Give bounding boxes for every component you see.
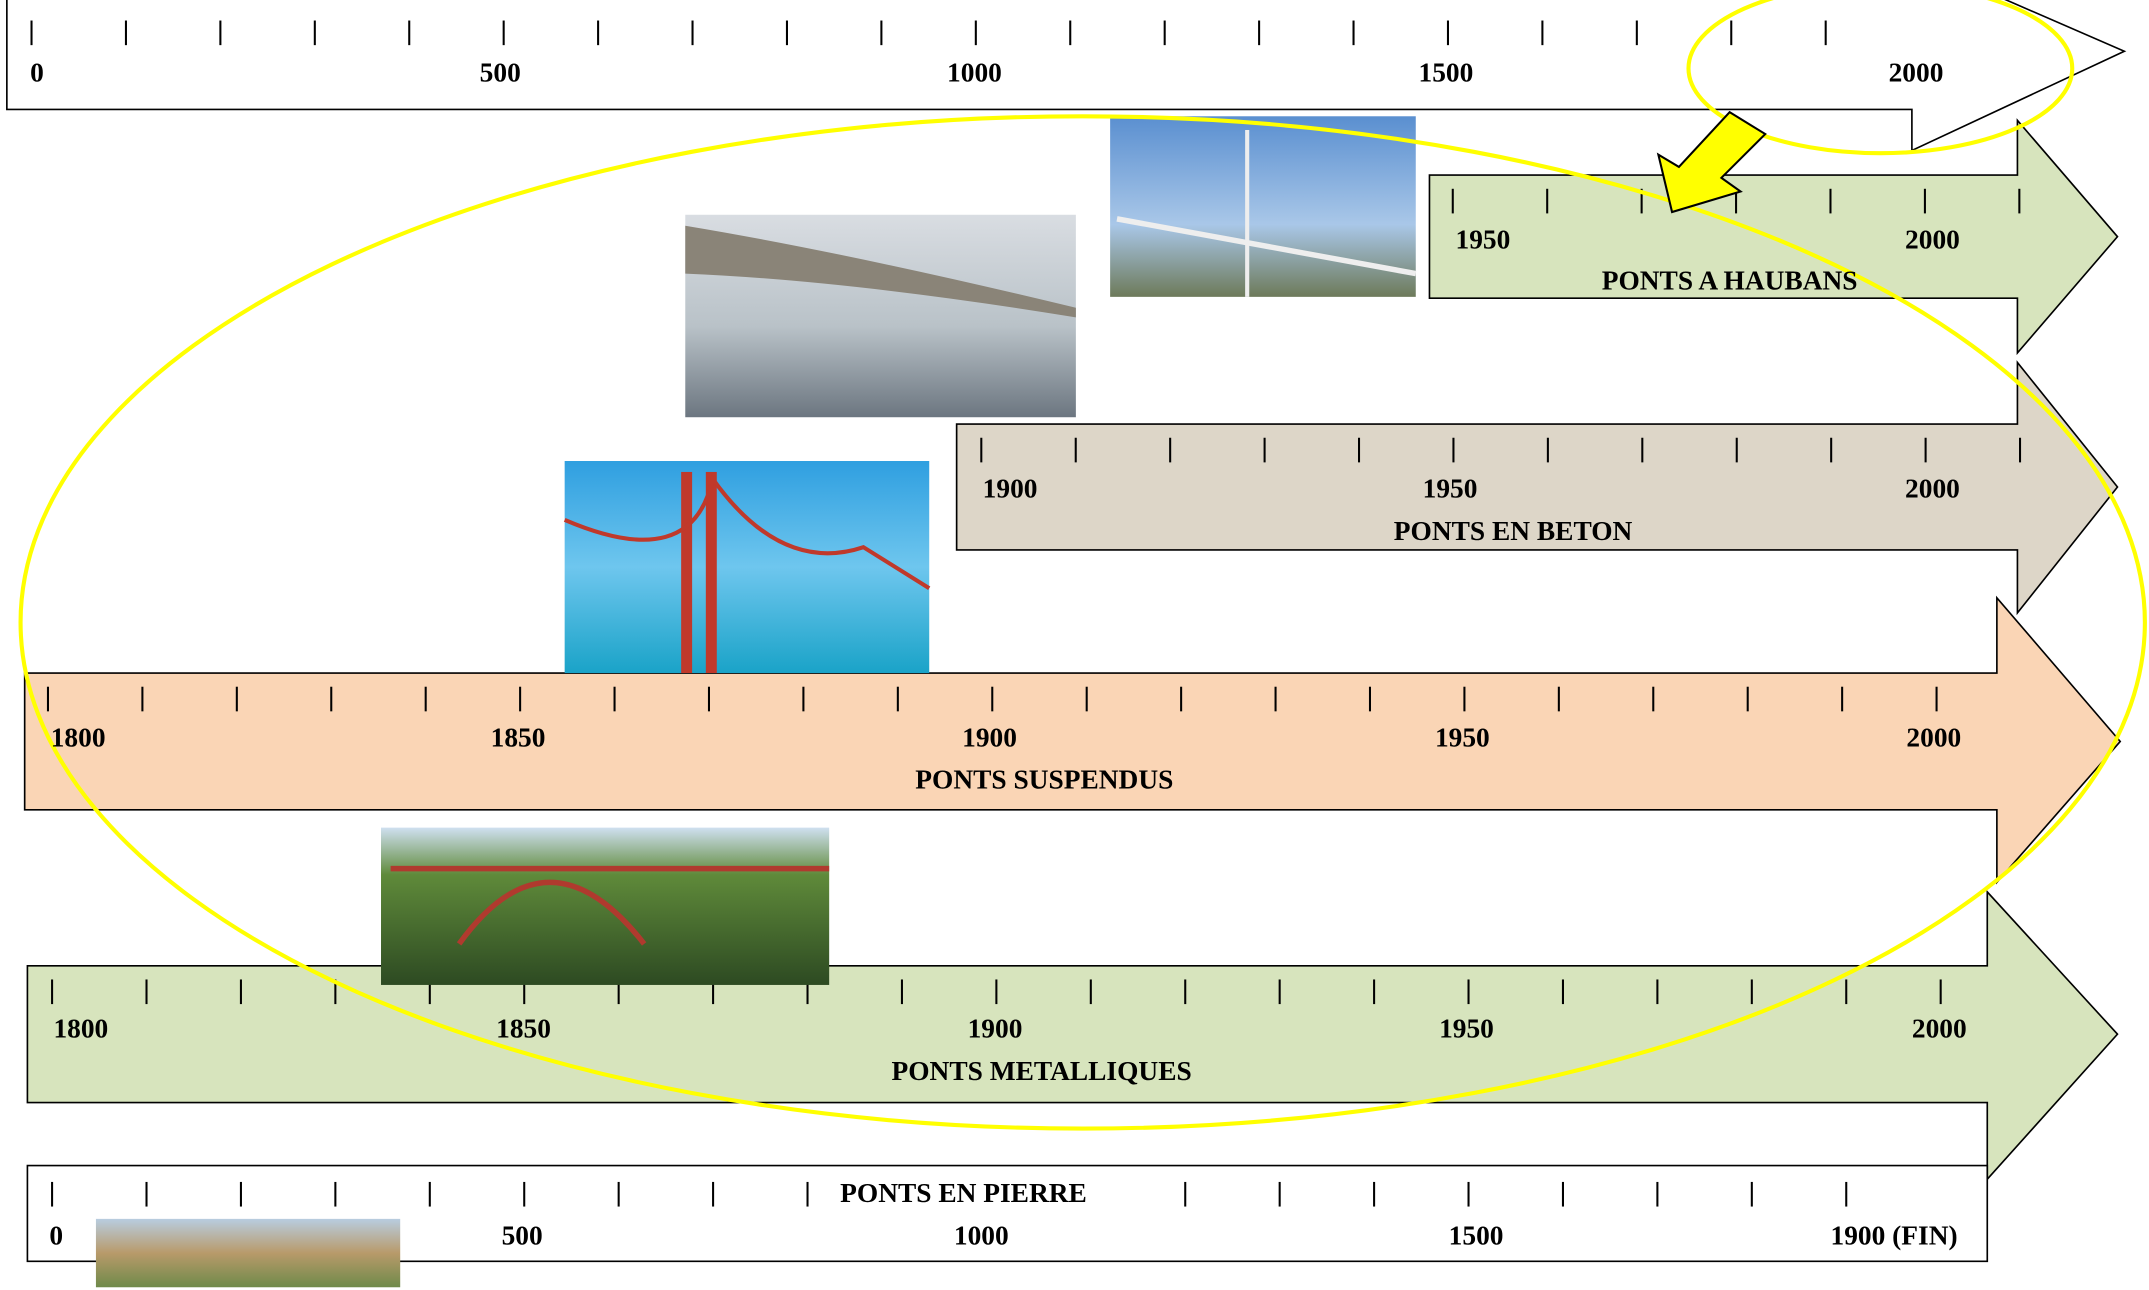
tick-label: 2000 <box>1905 224 1960 254</box>
highlight-arrow <box>1656 110 1767 214</box>
tick-label: 1500 <box>1449 1220 1504 1250</box>
tick-label: 0 <box>49 1220 63 1250</box>
highlights <box>18 0 2147 1131</box>
timeline-title: PONTS METALLIQUES <box>892 1056 1192 1086</box>
tick-label: 1800 <box>53 1014 108 1044</box>
tick-label: 0 <box>30 58 44 88</box>
photo-detail <box>563 473 931 590</box>
timeline-arrow <box>6 0 2127 152</box>
tick-label: 500 <box>502 1220 543 1250</box>
tick-label: 1000 <box>954 1220 1009 1250</box>
timeline-arrow <box>26 1164 1989 1263</box>
photo-detail <box>681 471 693 674</box>
tick-label: 500 <box>480 58 521 88</box>
photos <box>95 116 1417 1288</box>
timeline-arrow <box>23 595 2122 885</box>
tick-label: 1950 <box>1439 1014 1494 1044</box>
tick-label: 1950 <box>1456 224 1511 254</box>
tick-label: 1000 <box>947 58 1002 88</box>
photo-detail <box>685 225 1076 318</box>
photo-golden-gate <box>564 461 930 674</box>
tick-label: 1900 <box>962 722 1017 752</box>
timeline-arrow <box>955 360 2119 616</box>
tick-label: 1950 <box>1435 722 1490 752</box>
tick-label: 2000 <box>1889 58 1944 88</box>
timeline-title: PONTS SUSPENDUS <box>915 765 1173 795</box>
timeline-title: PONTS EN PIERRE <box>840 1178 1087 1208</box>
photo-detail <box>1116 216 1417 277</box>
tick-label: 1850 <box>491 722 546 752</box>
timeline-title: PONTS EN BETON <box>1394 516 1633 546</box>
tick-label: 1500 <box>1419 58 1474 88</box>
photo-millau <box>1110 116 1416 297</box>
tick-label: 1950 <box>1423 473 1478 503</box>
tick-label: 1900 <box>983 473 1038 503</box>
photo-detail <box>705 471 717 674</box>
tick-label: 1900 (FIN) <box>1831 1220 1958 1250</box>
tick-label: 2000 <box>1912 1014 1967 1044</box>
highlight-ellipse <box>18 114 2147 1131</box>
labels: 0 500 1000 1500 2000 1950 2000 PONTS A HAUBANS 1… <box>30 58 1967 1251</box>
photo-pont-du-gard <box>95 1218 401 1288</box>
tick-label: 1900 <box>968 1014 1023 1044</box>
tick-label: 1800 <box>51 722 106 752</box>
highlight-ellipse <box>1686 0 2075 156</box>
tick-label: 2000 <box>1906 722 1961 752</box>
photo-detail <box>456 879 647 946</box>
timeline-arrow <box>26 889 2119 1182</box>
tick-label: 2000 <box>1905 473 1960 503</box>
timeline-title: PONTS A HAUBANS <box>1602 265 1858 295</box>
tick-label: 1850 <box>496 1014 551 1044</box>
